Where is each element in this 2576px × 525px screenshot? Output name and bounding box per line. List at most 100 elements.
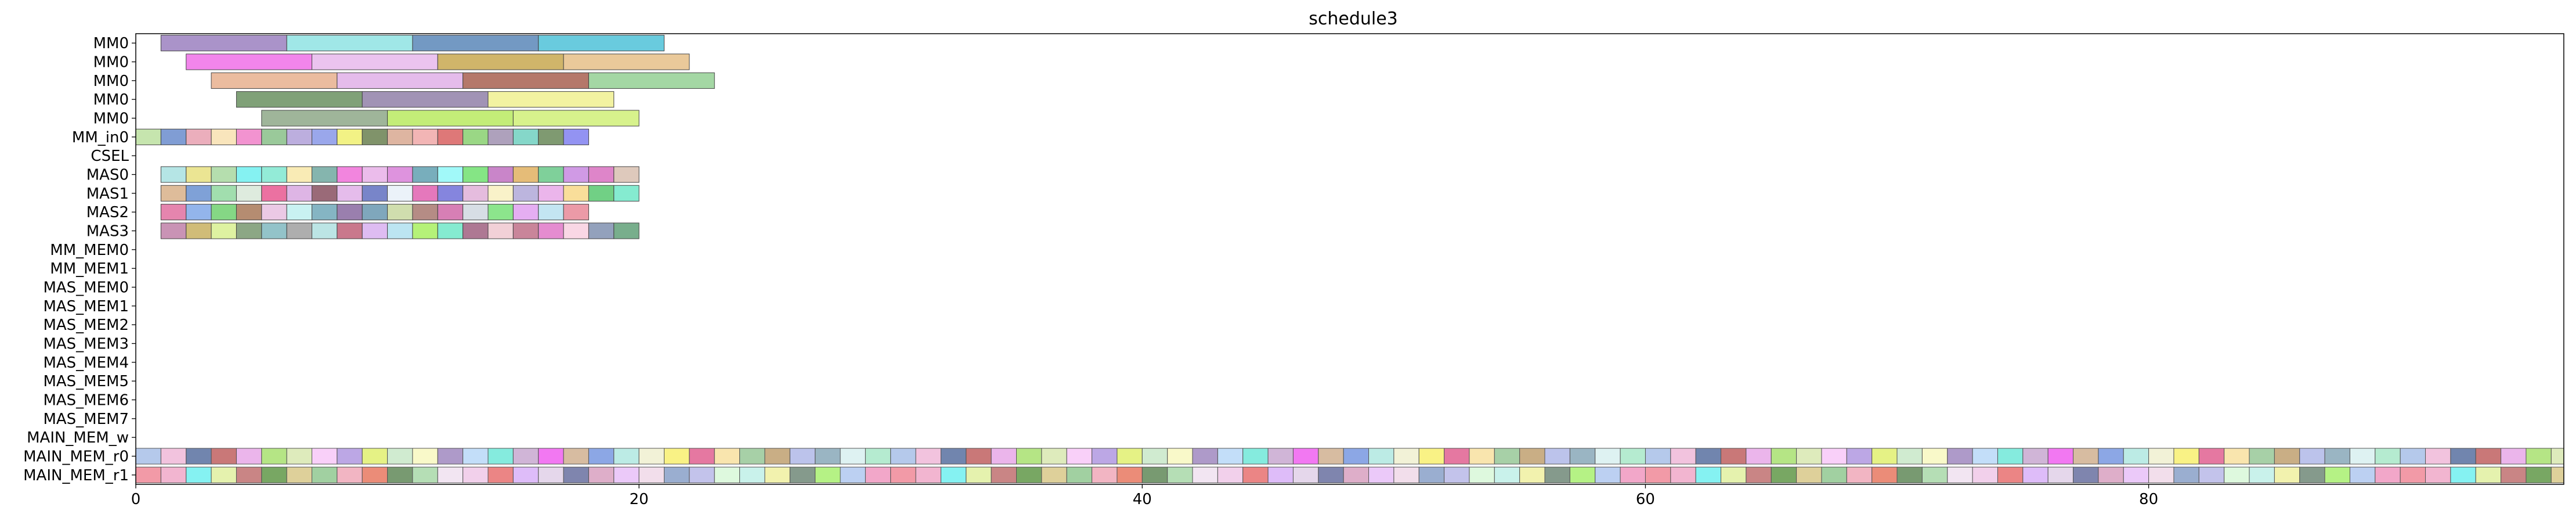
task-bar xyxy=(1066,466,1093,483)
task-bar xyxy=(387,204,413,221)
task-bar xyxy=(789,466,816,483)
y-tick-label: CSEL xyxy=(91,148,129,165)
y-tick-label: MAIN_MEM_r0 xyxy=(23,448,129,466)
task-bar xyxy=(312,185,338,202)
task-bar xyxy=(312,204,338,221)
task-bar xyxy=(789,448,816,465)
task-bar xyxy=(1292,466,1319,483)
task-bar xyxy=(412,448,438,465)
task-bar xyxy=(211,128,237,145)
task-bar xyxy=(286,35,413,52)
task-bar xyxy=(2400,466,2426,483)
task-bar xyxy=(312,222,338,239)
task-bar xyxy=(966,466,992,483)
task-bar xyxy=(1695,466,1722,483)
task-bar xyxy=(412,35,539,52)
task-bar xyxy=(2349,448,2376,465)
task-bar xyxy=(1418,448,1445,465)
task-bar xyxy=(337,448,363,465)
task-bar xyxy=(940,448,967,465)
task-bar xyxy=(362,166,388,183)
task-bar xyxy=(412,204,438,221)
task-bar xyxy=(463,222,489,239)
plot-frame xyxy=(135,33,2564,485)
task-bar xyxy=(2349,466,2376,483)
task-bar xyxy=(739,466,765,483)
task-bar xyxy=(840,466,866,483)
task-bar xyxy=(1292,448,1319,465)
task-bar xyxy=(387,110,514,127)
task-bar xyxy=(865,448,891,465)
task-bar xyxy=(286,185,313,202)
task-bar xyxy=(689,466,715,483)
task-bar xyxy=(1016,466,1042,483)
task-bar xyxy=(487,448,514,465)
task-bar xyxy=(2475,448,2502,465)
task-bar xyxy=(1569,466,1596,483)
task-bar xyxy=(1846,448,1873,465)
task-bar xyxy=(1721,448,1747,465)
task-bar xyxy=(2123,448,2149,465)
task-bar xyxy=(613,166,640,183)
task-bar xyxy=(1872,448,1898,465)
task-bar xyxy=(1469,466,1495,483)
task-bar xyxy=(2249,448,2275,465)
task-bar xyxy=(236,91,363,108)
task-bar xyxy=(1771,448,1797,465)
task-bar xyxy=(764,448,790,465)
task-bar xyxy=(1746,466,1772,483)
task-bar xyxy=(613,222,640,239)
task-bar xyxy=(337,204,363,221)
task-bar xyxy=(236,128,262,145)
task-bar xyxy=(236,166,262,183)
task-bar xyxy=(2375,466,2401,483)
task-bar xyxy=(1192,448,1218,465)
task-bar xyxy=(1494,466,1520,483)
task-bar xyxy=(437,128,464,145)
y-tick-label: MM_MEM0 xyxy=(50,242,129,259)
task-bar xyxy=(2425,448,2451,465)
task-bar xyxy=(1267,448,1294,465)
task-bar xyxy=(1821,448,1847,465)
task-bar xyxy=(261,185,287,202)
task-bar xyxy=(2224,466,2250,483)
task-bar xyxy=(437,53,564,70)
task-bar xyxy=(538,204,564,221)
task-bar xyxy=(2550,466,2564,483)
task-bar xyxy=(1519,466,1545,483)
task-bar xyxy=(437,448,464,465)
task-bar xyxy=(588,185,615,202)
task-bar xyxy=(915,448,941,465)
task-bar xyxy=(1519,448,1545,465)
task-bar xyxy=(387,166,413,183)
x-tick-label: 20 xyxy=(630,491,649,508)
task-bar xyxy=(512,110,640,127)
task-bar xyxy=(211,204,237,221)
task-bar xyxy=(211,222,237,239)
task-bar xyxy=(538,448,564,465)
task-bar xyxy=(1318,466,1344,483)
task-bar xyxy=(312,448,338,465)
task-bar xyxy=(437,466,464,483)
task-bar xyxy=(2324,448,2350,465)
task-bar xyxy=(186,185,212,202)
task-bar xyxy=(563,128,589,145)
task-bar xyxy=(1997,466,2024,483)
task-bar xyxy=(538,466,564,483)
task-bar xyxy=(362,204,388,221)
task-bar xyxy=(211,466,237,483)
task-bar xyxy=(160,166,187,183)
task-bar xyxy=(2022,466,2048,483)
task-bar xyxy=(1343,466,1370,483)
task-bar xyxy=(915,466,941,483)
task-bar xyxy=(2425,466,2451,483)
task-bar xyxy=(160,204,187,221)
task-bar xyxy=(613,185,640,202)
task-bar xyxy=(387,222,413,239)
y-tick-label: MM0 xyxy=(93,73,129,90)
task-bar xyxy=(1469,448,1495,465)
task-bar xyxy=(362,128,388,145)
task-bar xyxy=(563,222,589,239)
task-bar xyxy=(186,222,212,239)
task-bar xyxy=(538,222,564,239)
